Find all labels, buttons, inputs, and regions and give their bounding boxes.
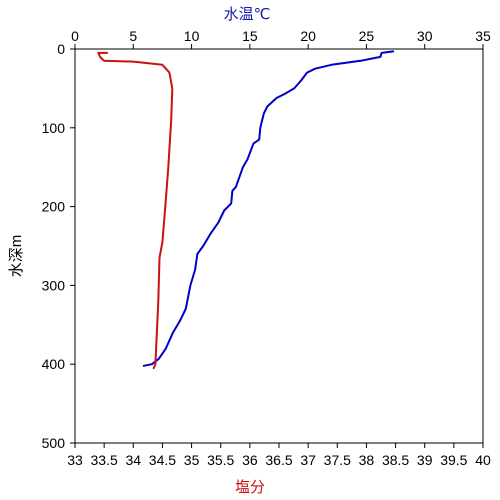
top-axis-ticks: 0 5 10 15 20 25 30 35 — [71, 28, 491, 49]
top-tick-label: 25 — [359, 28, 375, 44]
series-line-bottom-axis — [97, 51, 174, 370]
plot-frame — [74, 48, 484, 444]
series-line-top-axis — [142, 50, 395, 367]
bottom-tick-label: 34 — [125, 452, 141, 468]
bottom-tick-label: 40 — [475, 452, 491, 468]
top-tick-label: 0 — [71, 28, 79, 44]
bottom-tick-label: 33.5 — [91, 452, 118, 468]
bottom-tick-label: 37.5 — [324, 452, 351, 468]
bottom-tick-label: 38.5 — [382, 452, 409, 468]
top-tick-label: 35 — [475, 28, 491, 44]
series-layer — [97, 50, 395, 370]
left-tick-label: 0 — [57, 41, 65, 57]
bottom-axis-title: 塩分 — [235, 479, 265, 496]
bottom-tick-label: 34.5 — [149, 452, 176, 468]
top-tick-label: 5 — [129, 28, 137, 44]
bottom-tick-label: 39 — [417, 452, 433, 468]
left-tick-label: 300 — [42, 277, 66, 293]
bottom-tick-label: 35.5 — [207, 452, 234, 468]
bottom-tick-label: 35 — [184, 452, 200, 468]
top-tick-label: 30 — [417, 28, 433, 44]
top-tick-label: 20 — [300, 28, 316, 44]
bottom-tick-label: 36 — [242, 452, 258, 468]
top-axis-title: 水温℃ — [224, 6, 271, 23]
top-tick-label: 15 — [242, 28, 258, 44]
left-tick-label: 100 — [42, 120, 66, 136]
bottom-axis-ticks: 33 33.5 34 34.5 35 35.5 36 36.5 37 37.5 38 38.5 39 39… — [67, 443, 491, 468]
left-tick-label: 400 — [42, 356, 66, 372]
bottom-tick-label: 36.5 — [265, 452, 292, 468]
top-tick-label: 10 — [184, 28, 200, 44]
left-tick-label: 200 — [42, 199, 66, 215]
bottom-tick-label: 38 — [359, 452, 375, 468]
left-axis-title: 水深m — [8, 235, 25, 278]
bottom-tick-label: 33 — [67, 452, 83, 468]
left-axis-ticks: 0 100 200 300 400 500 — [42, 41, 75, 451]
bottom-tick-label: 37 — [300, 452, 316, 468]
bottom-tick-label: 39.5 — [440, 452, 467, 468]
left-tick-label: 500 — [42, 435, 66, 451]
